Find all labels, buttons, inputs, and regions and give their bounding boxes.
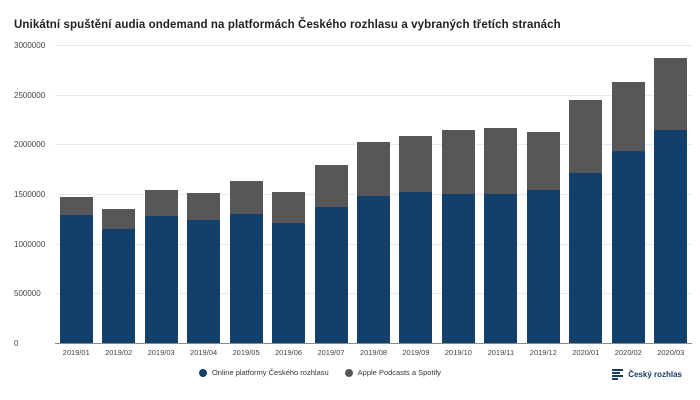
x-axis-tick-label: 2019/09 — [402, 348, 430, 357]
bar-segment-thirdparty[interactable] — [144, 190, 178, 216]
bar-2019-04[interactable] — [187, 193, 221, 343]
legend-dot-thirdparty-icon — [344, 368, 353, 377]
x-axis-line — [55, 343, 692, 344]
x-axis-tick-label: 2019/01 — [62, 348, 90, 357]
bar-2019-09[interactable] — [399, 136, 433, 343]
brand-logo: Český rozhlas — [612, 369, 682, 380]
bar-segment-thirdparty[interactable] — [187, 193, 221, 220]
bar-segment-online[interactable] — [654, 130, 688, 343]
bar-segment-online[interactable] — [484, 194, 518, 343]
y-axis-tick-label: 0 — [14, 339, 19, 348]
x-axis-tick-label: 2019/07 — [317, 348, 345, 357]
bar-segment-thirdparty[interactable] — [272, 192, 306, 223]
bar-segment-thirdparty[interactable] — [569, 99, 603, 174]
y-axis-tick-label: 3000000 — [14, 41, 46, 50]
bar-2020-03[interactable] — [654, 57, 688, 343]
y-axis-tick-label: 1500000 — [14, 190, 46, 199]
bar-2019-11[interactable] — [484, 128, 518, 343]
bar-segment-online[interactable] — [569, 173, 603, 343]
x-axis-tick-label: 2019/05 — [232, 348, 260, 357]
y-axis-tick-label: 2000000 — [14, 140, 46, 150]
bar-segment-online[interactable] — [102, 228, 136, 343]
bar-segment-thirdparty[interactable] — [399, 136, 433, 193]
bar-2019-05[interactable] — [229, 181, 263, 343]
legend-label-thirdparty: Apple Podcasts a Spotify — [357, 368, 442, 377]
x-axis-tick-label: 2020/01 — [572, 348, 600, 357]
bar-segment-online[interactable] — [314, 206, 348, 343]
bar-segment-thirdparty[interactable] — [654, 57, 688, 131]
chart-title: Unikátní spuštění audia ondemand na plat… — [14, 19, 561, 31]
y-axis-tick-label: 500000 — [14, 289, 41, 299]
bar-2019-02[interactable] — [102, 208, 136, 343]
bar-segment-thirdparty[interactable] — [484, 128, 518, 194]
y-axis-tick-label: 1000000 — [14, 239, 46, 249]
bar-segment-online[interactable] — [399, 192, 433, 343]
x-axis-tick-label: 2019/12 — [529, 348, 557, 357]
legend-item-online[interactable]: Online platformy Českého rozhlasu — [198, 368, 329, 377]
x-axis-tick-label: 2019/06 — [274, 348, 303, 357]
cesky-rozhlas-logo-icon — [612, 369, 624, 380]
bar-2019-08[interactable] — [357, 142, 390, 343]
bar-segment-online[interactable] — [144, 215, 178, 343]
bar-2019-01[interactable] — [59, 197, 93, 343]
bar-2019-07[interactable] — [314, 165, 348, 343]
x-axis-tick-label: 2019/04 — [190, 348, 218, 357]
bar-segment-thirdparty[interactable] — [59, 197, 93, 215]
bar-segment-online[interactable] — [229, 213, 263, 343]
bar-segment-online[interactable] — [611, 151, 645, 343]
legend-dot-online-icon — [198, 368, 207, 377]
gridline — [55, 45, 692, 46]
bar-segment-online[interactable] — [272, 222, 306, 343]
bar-2020-02[interactable] — [611, 81, 645, 343]
legend-label-online: Online platformy Českého rozhlasu — [211, 368, 329, 377]
legend: Online platformy Českého rozhlasu Apple … — [0, 368, 640, 377]
bar-segment-thirdparty[interactable] — [357, 142, 390, 196]
bar-segment-online[interactable] — [526, 190, 560, 343]
legend-item-thirdparty[interactable]: Apple Podcasts a Spotify — [344, 368, 442, 377]
bar-segment-online[interactable] — [187, 219, 221, 343]
brand-logo-text: Český rozhlas — [628, 370, 682, 379]
bar-segment-thirdparty[interactable] — [611, 81, 645, 152]
x-axis-tick-label: 2019/11 — [487, 348, 515, 357]
x-axis-tick-label: 2020/02 — [614, 348, 642, 357]
bar-segment-online[interactable] — [357, 196, 390, 343]
x-axis-tick-label: 2020/03 — [657, 348, 685, 357]
bar-2019-03[interactable] — [144, 190, 178, 343]
bar-segment-online[interactable] — [441, 194, 475, 343]
x-axis-tick-label: 2019/02 — [105, 348, 133, 357]
bar-segment-thirdparty[interactable] — [441, 130, 475, 194]
x-axis-tick-label: 2019/03 — [147, 348, 175, 357]
y-axis-tick-label: 2500000 — [14, 90, 46, 100]
bar-segment-thirdparty[interactable] — [102, 208, 136, 229]
x-axis-tick-label: 2019/10 — [444, 348, 472, 357]
bar-segment-thirdparty[interactable] — [229, 181, 263, 214]
x-axis-tick-label: 2019/08 — [359, 348, 388, 357]
bar-segment-online[interactable] — [59, 214, 93, 343]
bar-2019-10[interactable] — [441, 130, 475, 343]
gridline — [55, 94, 692, 96]
bar-2019-06[interactable] — [272, 192, 306, 343]
bar-segment-thirdparty[interactable] — [314, 165, 348, 207]
bar-2020-01[interactable] — [569, 99, 603, 343]
bar-2019-12[interactable] — [526, 132, 560, 343]
plot-area — [55, 45, 692, 344]
bar-segment-thirdparty[interactable] — [526, 132, 560, 191]
